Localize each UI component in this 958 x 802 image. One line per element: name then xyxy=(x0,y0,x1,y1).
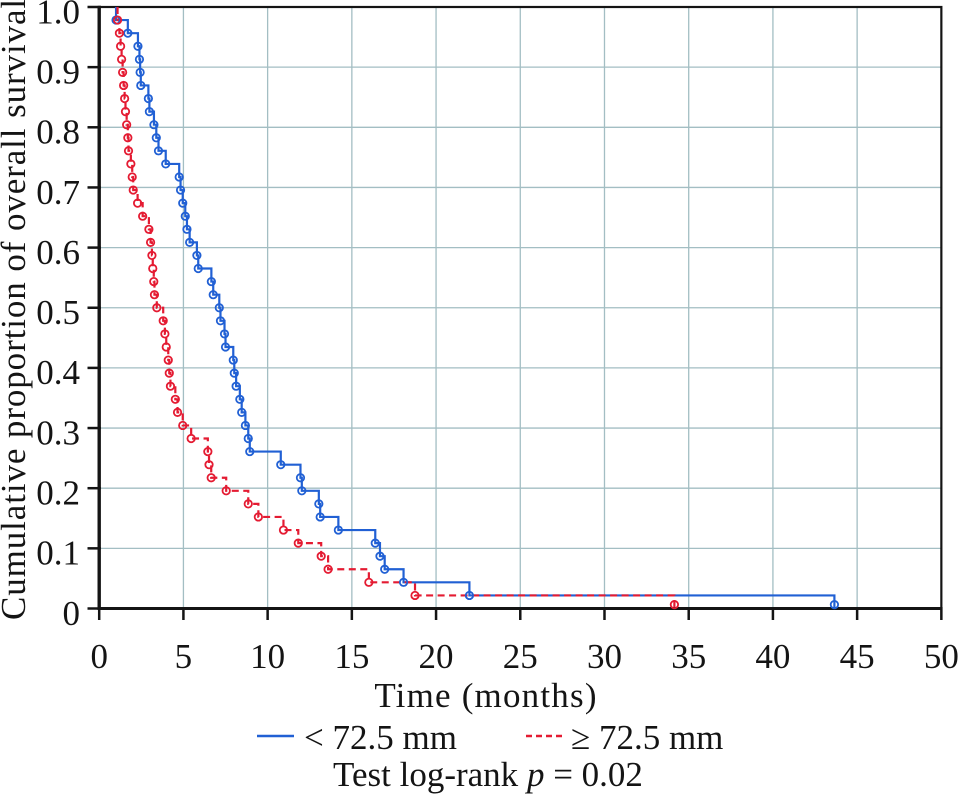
svg-text:0.3: 0.3 xyxy=(36,413,80,452)
svg-text:15: 15 xyxy=(334,637,369,676)
svg-text:1.0: 1.0 xyxy=(36,0,80,31)
svg-text:0.5: 0.5 xyxy=(36,293,80,332)
svg-text:5: 5 xyxy=(175,637,193,676)
svg-text:≥ 72.5 mm: ≥ 72.5 mm xyxy=(571,718,723,757)
svg-text:0.6: 0.6 xyxy=(36,233,80,272)
svg-text:0: 0 xyxy=(90,637,108,676)
svg-text:0.2: 0.2 xyxy=(36,474,80,513)
svg-text:Test log-rank p = 0.02: Test log-rank p = 0.02 xyxy=(333,755,643,794)
svg-text:30: 30 xyxy=(587,637,622,676)
svg-text:10: 10 xyxy=(250,637,285,676)
svg-text:25: 25 xyxy=(503,637,538,676)
svg-text:45: 45 xyxy=(840,637,875,676)
svg-text:35: 35 xyxy=(671,637,706,676)
svg-text:0.9: 0.9 xyxy=(36,52,80,91)
svg-text:20: 20 xyxy=(419,637,454,676)
svg-text:50: 50 xyxy=(924,637,958,676)
svg-text:0.4: 0.4 xyxy=(36,353,80,392)
svg-text:40: 40 xyxy=(755,637,790,676)
svg-text:0.7: 0.7 xyxy=(36,173,80,212)
svg-text:Cumulative proportion of overa: Cumulative proportion of overall surviva… xyxy=(0,0,33,620)
svg-text:< 72.5 mm: < 72.5 mm xyxy=(304,718,457,757)
svg-text:0: 0 xyxy=(63,594,81,633)
svg-text:Time (months): Time (months) xyxy=(374,676,597,715)
svg-text:0.1: 0.1 xyxy=(36,534,80,573)
svg-text:0.8: 0.8 xyxy=(36,113,80,152)
